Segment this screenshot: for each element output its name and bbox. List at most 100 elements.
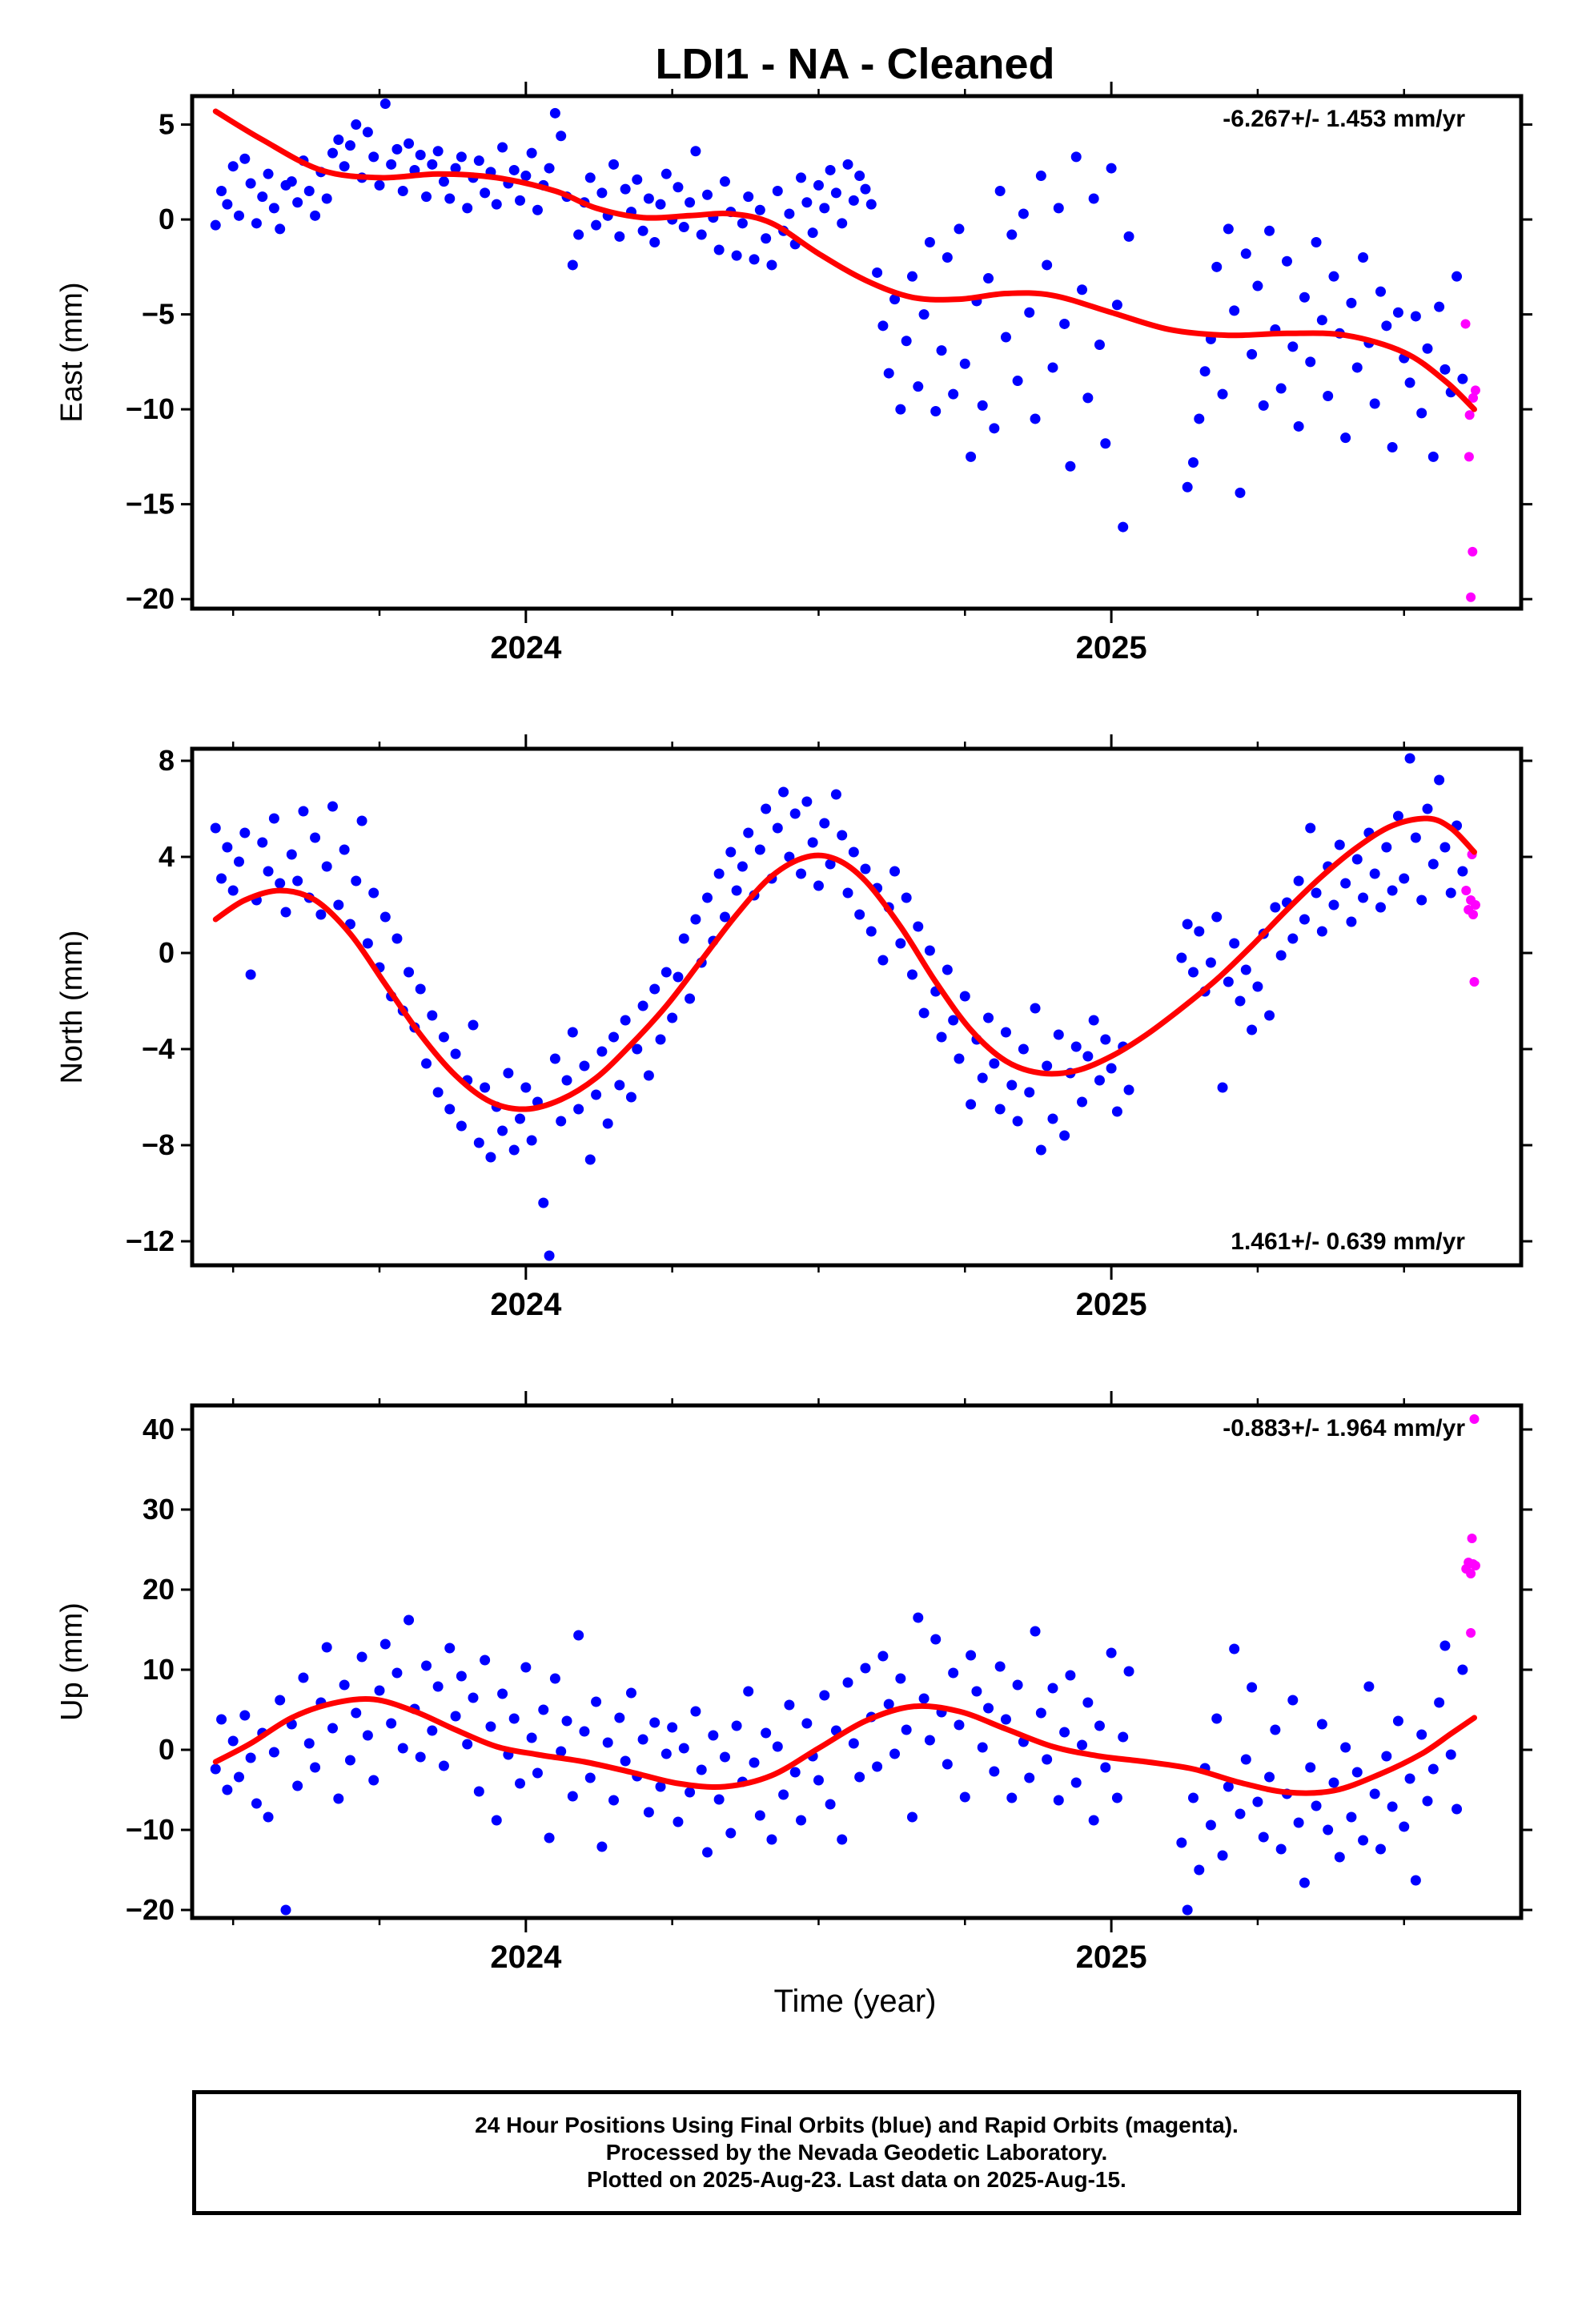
- up-final-point: [971, 1686, 982, 1697]
- north-final-point: [1100, 1034, 1111, 1045]
- up-final-point: [749, 1757, 760, 1768]
- up-final-point: [1088, 1815, 1099, 1826]
- up-final-point: [1340, 1742, 1351, 1753]
- up-final-point: [1047, 1683, 1058, 1694]
- up-final-point: [1118, 1731, 1129, 1743]
- up-final-point: [895, 1673, 906, 1684]
- north-rapid-point: [1469, 977, 1480, 987]
- up-final-point: [1416, 1729, 1427, 1740]
- north-final-point: [1422, 803, 1433, 814]
- east-final-point: [1106, 163, 1117, 174]
- north-final-point: [1287, 933, 1299, 944]
- up-final-point: [789, 1767, 801, 1778]
- up-final-point: [713, 1794, 725, 1805]
- north-final-point: [1053, 1029, 1064, 1040]
- north-final-point: [966, 1099, 977, 1110]
- up-final-point: [596, 1841, 608, 1852]
- up-final-point: [906, 1811, 917, 1823]
- east-ytick-label: 5: [159, 108, 175, 141]
- plot-panels: 5 0 −5 −10 −15 −20 2024 2025 East (mm) -6.267+/- …: [55, 82, 1532, 1975]
- east-final-point: [1275, 383, 1287, 394]
- north-final-point: [813, 880, 824, 891]
- up-final-point: [497, 1688, 508, 1699]
- east-final-point: [303, 186, 315, 197]
- north-final-point: [1381, 842, 1392, 853]
- up-final-point: [690, 1706, 701, 1717]
- east-final-point: [1439, 364, 1451, 375]
- up-final-point: [1247, 1682, 1258, 1693]
- east-final-point: [737, 218, 748, 229]
- north-model-curve: [212, 815, 1477, 1112]
- east-final-point: [268, 203, 279, 214]
- east-final-point: [497, 142, 508, 153]
- north-final-point: [649, 983, 661, 995]
- north-final-point: [602, 1118, 613, 1129]
- north-final-point: [1399, 873, 1410, 884]
- up-final-point: [731, 1720, 742, 1731]
- north-final-point: [906, 969, 917, 980]
- east-final-point: [872, 267, 883, 278]
- north-final-point: [526, 1135, 537, 1146]
- north-final-point: [1047, 1113, 1058, 1124]
- footer-line-2: Processed by the Nevada Geodetic Laborat…: [605, 2140, 1108, 2165]
- east-final-point: [819, 203, 830, 214]
- up-final-point: [456, 1671, 467, 1682]
- north-final-point: [234, 856, 245, 867]
- up-final-point: [579, 1726, 590, 1737]
- north-final-point: [515, 1113, 526, 1124]
- up-final-point: [854, 1771, 865, 1783]
- east-model-curve: [212, 108, 1477, 412]
- east-final-point: [713, 244, 725, 255]
- north-final-point: [901, 892, 912, 903]
- east-final-point: [450, 163, 461, 174]
- east-final-point: [877, 320, 889, 332]
- north-final-point: [333, 899, 344, 911]
- east-final-point: [1328, 271, 1339, 282]
- north-final-point: [339, 844, 350, 855]
- up-rapid-point: [1466, 1628, 1476, 1638]
- up-final-point: [1229, 1643, 1240, 1655]
- north-final-point: [520, 1082, 532, 1093]
- north-final-point: [427, 1010, 438, 1021]
- north-final-point: [549, 1053, 560, 1064]
- north-final-point: [1024, 1087, 1035, 1098]
- up-final-point: [1287, 1695, 1299, 1706]
- north-final-point: [1404, 753, 1415, 764]
- east-final-point: [1392, 307, 1403, 318]
- east-final-point: [1199, 366, 1211, 377]
- north-final-point: [1194, 926, 1205, 937]
- east-final-point: [596, 187, 608, 199]
- north-xtick-label: 2024: [490, 1287, 562, 1322]
- north-final-point: [1012, 1116, 1023, 1127]
- up-final-point: [725, 1827, 737, 1839]
- up-final-point: [1404, 1773, 1415, 1784]
- north-final-point: [315, 909, 327, 920]
- east-final-point: [801, 197, 813, 208]
- east-rapid-point: [1468, 546, 1478, 557]
- up-final-point: [339, 1679, 350, 1691]
- north-final-point: [567, 1027, 578, 1038]
- east-final-point: [1194, 413, 1205, 424]
- north-final-point: [356, 815, 367, 826]
- up-final-point: [210, 1763, 221, 1775]
- up-final-point: [889, 1748, 901, 1759]
- east-final-point: [906, 271, 917, 282]
- east-final-point: [1024, 307, 1035, 318]
- north-final-point: [1392, 810, 1403, 822]
- up-final-point: [1457, 1664, 1468, 1675]
- east-final-point: [608, 159, 620, 170]
- east-final-point: [462, 203, 473, 214]
- north-points: [210, 753, 1480, 1261]
- up-final-point: [298, 1672, 309, 1683]
- up-final-point: [1311, 1800, 1322, 1811]
- north-final-point: [404, 967, 415, 978]
- up-final-point: [1452, 1803, 1463, 1815]
- up-final-point: [1000, 1714, 1011, 1725]
- up-final-point: [942, 1759, 953, 1770]
- up-final-point: [520, 1662, 532, 1673]
- up-final-point: [1270, 1724, 1281, 1735]
- up-final-point: [761, 1727, 772, 1739]
- up-final-point: [1006, 1792, 1018, 1803]
- east-final-point: [1247, 348, 1258, 360]
- up-ytick-label: 40: [143, 1413, 175, 1445]
